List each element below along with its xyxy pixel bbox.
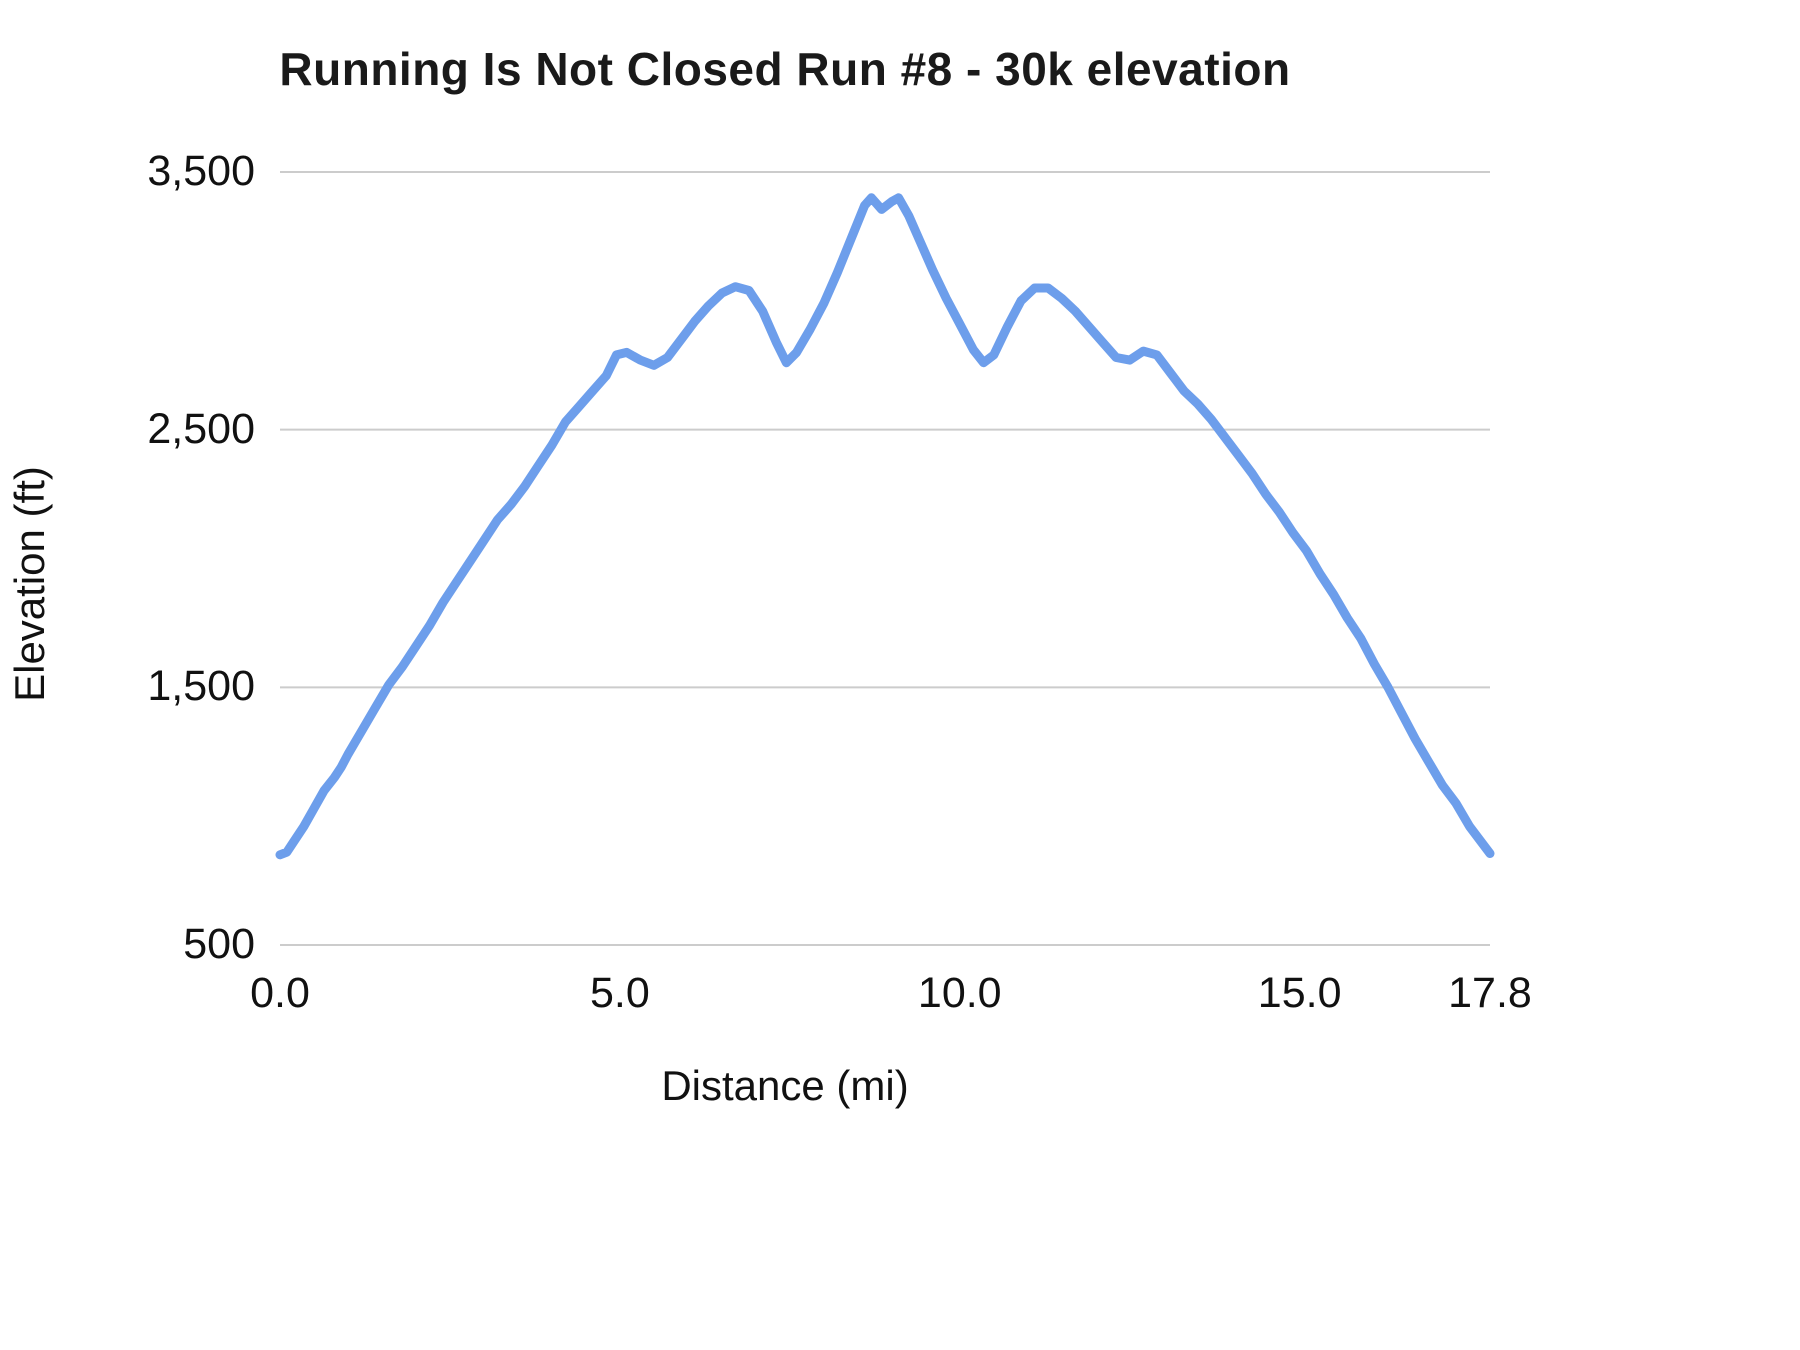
x-tick-label: 5.0 [589,969,650,1017]
gridlines [280,171,1490,946]
series-line [275,193,1495,860]
elevation-line [275,193,1495,860]
y-tick-label: 2,500 [147,404,255,453]
y-tick-label: 500 [183,920,255,968]
x-tick-label: 10.0 [917,969,1002,1017]
y-tick-label: 3,500 [147,147,255,195]
x-tick-label: 0.0 [250,969,310,1017]
x-axis-label: Distance (mi) [661,1062,909,1109]
y-tick-label: 1,500 [147,662,255,711]
chart-title: Running Is Not Closed Run #8 - 30k eleva… [279,43,1291,95]
x-tick-label: 17.8 [1448,969,1532,1017]
x-tick-label: 15.0 [1257,969,1342,1017]
y-axis-label: Elevation (ft) [6,466,53,702]
